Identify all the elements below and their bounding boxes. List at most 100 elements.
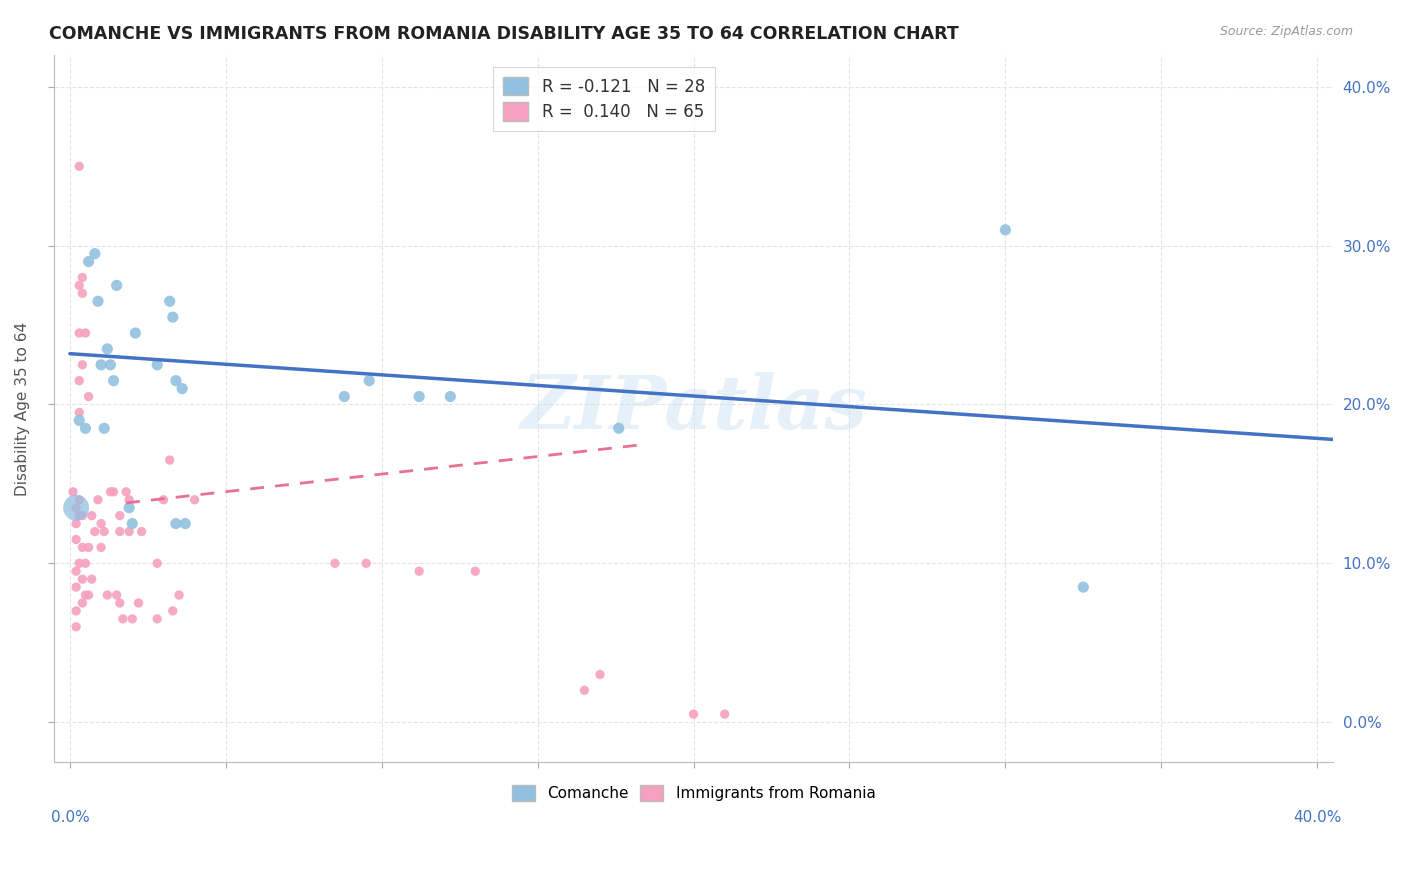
Point bbox=[72, 572, 94, 586]
Point bbox=[464, 564, 486, 578]
Point bbox=[159, 453, 181, 467]
Point bbox=[333, 390, 356, 404]
Point bbox=[323, 556, 346, 570]
Point bbox=[146, 358, 169, 372]
Point bbox=[80, 572, 103, 586]
Point bbox=[65, 620, 87, 634]
Point bbox=[128, 596, 150, 610]
Point bbox=[83, 524, 105, 539]
Text: 40.0%: 40.0% bbox=[1294, 810, 1341, 825]
Point bbox=[111, 612, 134, 626]
Point bbox=[67, 374, 90, 388]
Point bbox=[93, 421, 115, 435]
Point bbox=[77, 254, 100, 268]
Point bbox=[408, 564, 430, 578]
Point bbox=[118, 492, 141, 507]
Point bbox=[574, 683, 596, 698]
Point bbox=[80, 508, 103, 523]
Point bbox=[96, 342, 118, 356]
Point bbox=[439, 390, 461, 404]
Point bbox=[67, 413, 90, 427]
Point bbox=[75, 588, 97, 602]
Point bbox=[118, 524, 141, 539]
Point bbox=[994, 223, 1017, 237]
Point bbox=[67, 556, 90, 570]
Point bbox=[90, 541, 112, 555]
Point bbox=[131, 524, 153, 539]
Point bbox=[65, 500, 87, 515]
Point bbox=[115, 484, 138, 499]
Point bbox=[75, 326, 97, 340]
Point bbox=[159, 294, 181, 309]
Point bbox=[67, 405, 90, 419]
Legend: Comanche, Immigrants from Romania: Comanche, Immigrants from Romania bbox=[506, 779, 882, 807]
Text: Source: ZipAtlas.com: Source: ZipAtlas.com bbox=[1219, 25, 1353, 38]
Point bbox=[75, 556, 97, 570]
Point bbox=[589, 667, 612, 681]
Point bbox=[174, 516, 197, 531]
Point bbox=[103, 484, 125, 499]
Point bbox=[75, 421, 97, 435]
Point bbox=[67, 508, 90, 523]
Point bbox=[408, 390, 430, 404]
Point bbox=[165, 374, 187, 388]
Point bbox=[146, 556, 169, 570]
Point bbox=[121, 612, 143, 626]
Point bbox=[65, 500, 87, 515]
Point bbox=[162, 604, 184, 618]
Point bbox=[62, 484, 84, 499]
Point bbox=[65, 533, 87, 547]
Point bbox=[77, 588, 100, 602]
Point bbox=[67, 159, 90, 173]
Point bbox=[118, 500, 141, 515]
Point bbox=[359, 374, 381, 388]
Point bbox=[96, 588, 118, 602]
Point bbox=[183, 492, 205, 507]
Point bbox=[100, 484, 122, 499]
Point bbox=[93, 524, 115, 539]
Point bbox=[90, 358, 112, 372]
Point bbox=[162, 310, 184, 325]
Point bbox=[65, 604, 87, 618]
Point bbox=[108, 524, 131, 539]
Point bbox=[121, 516, 143, 531]
Point bbox=[72, 286, 94, 301]
Point bbox=[77, 541, 100, 555]
Point bbox=[682, 707, 704, 722]
Point bbox=[72, 358, 94, 372]
Point bbox=[167, 588, 190, 602]
Point bbox=[67, 278, 90, 293]
Text: ZIPatlas: ZIPatlas bbox=[520, 372, 868, 445]
Point bbox=[152, 492, 174, 507]
Point bbox=[72, 508, 94, 523]
Y-axis label: Disability Age 35 to 64: Disability Age 35 to 64 bbox=[15, 321, 30, 496]
Point bbox=[108, 508, 131, 523]
Point bbox=[108, 596, 131, 610]
Point bbox=[100, 358, 122, 372]
Point bbox=[77, 390, 100, 404]
Point bbox=[146, 612, 169, 626]
Point bbox=[72, 596, 94, 610]
Point bbox=[172, 382, 194, 396]
Point bbox=[105, 588, 128, 602]
Point bbox=[87, 492, 110, 507]
Point bbox=[67, 326, 90, 340]
Text: COMANCHE VS IMMIGRANTS FROM ROMANIA DISABILITY AGE 35 TO 64 CORRELATION CHART: COMANCHE VS IMMIGRANTS FROM ROMANIA DISA… bbox=[49, 25, 959, 43]
Point bbox=[1071, 580, 1094, 594]
Point bbox=[72, 270, 94, 285]
Point bbox=[65, 580, 87, 594]
Point bbox=[83, 246, 105, 260]
Point bbox=[65, 564, 87, 578]
Text: 0.0%: 0.0% bbox=[51, 810, 89, 825]
Point bbox=[124, 326, 146, 340]
Point bbox=[607, 421, 630, 435]
Point bbox=[165, 516, 187, 531]
Point bbox=[90, 516, 112, 531]
Point bbox=[354, 556, 377, 570]
Point bbox=[72, 541, 94, 555]
Point bbox=[105, 278, 128, 293]
Point bbox=[713, 707, 735, 722]
Point bbox=[65, 516, 87, 531]
Point bbox=[103, 374, 125, 388]
Point bbox=[87, 294, 110, 309]
